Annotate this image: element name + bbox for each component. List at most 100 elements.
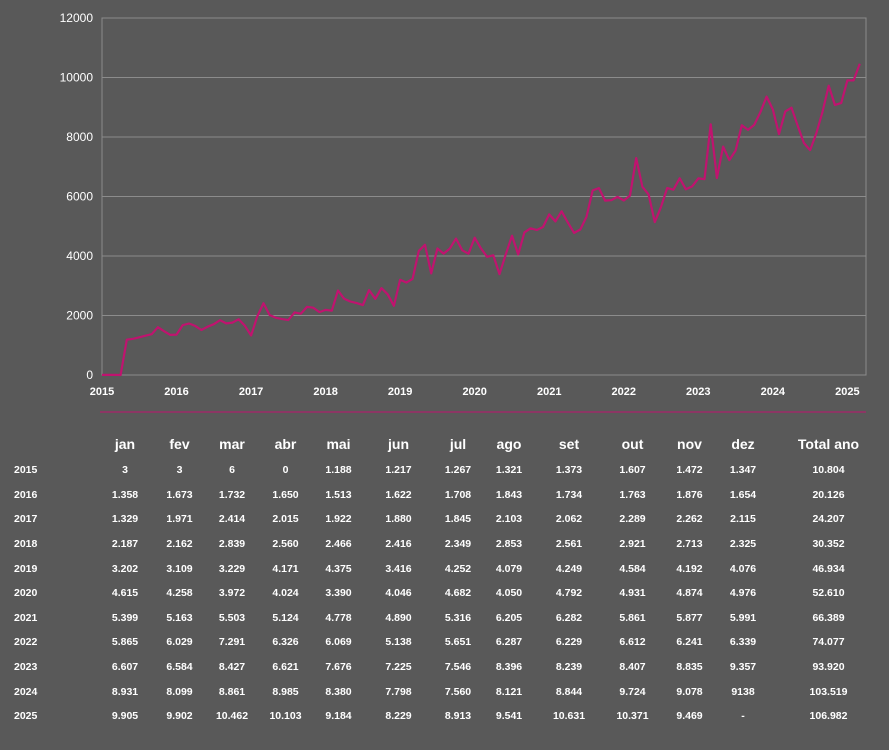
table-cell: 2.560 <box>272 538 299 551</box>
table-cell: 7.291 <box>218 636 246 649</box>
row-year-cell: 2025 <box>14 710 38 723</box>
table-body: 2015 3 3 6 0 1.188 1.217 1.267 1.321 1.373 1.607 1.… <box>0 458 889 729</box>
table-cell: 1.876 <box>676 488 703 501</box>
table-cell: 2.289 <box>619 513 646 526</box>
table-cell: 3.416 <box>385 562 412 575</box>
y-tick-label: 2000 <box>66 309 93 323</box>
table-cell: 1.358 <box>111 488 139 501</box>
table-row: 2016 1.358 1.673 1.732 1.650 1.513 1.622 1.708 1… <box>0 483 889 508</box>
table-cell: 3.229 <box>218 562 246 575</box>
table-cell: 4.252 <box>444 562 472 575</box>
table-cell: 4.079 <box>495 562 523 575</box>
table-cell: 9.541 <box>495 710 523 723</box>
table-cell: 7.798 <box>385 685 412 698</box>
x-tick-label: 2021 <box>537 386 561 398</box>
table-row: 2024 8.931 8.099 8.861 8.985 8.380 7.798 7.560 8… <box>0 679 889 704</box>
table-row: 2022 5.865 6.029 7.291 6.326 6.069 5.138 5.651 6… <box>0 630 889 655</box>
table-cell: 6.282 <box>555 611 583 624</box>
y-tick-label: 8000 <box>66 130 93 144</box>
table-cell: 6.241 <box>676 636 703 649</box>
table-cell: 2.713 <box>676 538 703 551</box>
table-cell: 8.229 <box>385 710 412 723</box>
row-year-cell: 2020 <box>14 587 38 600</box>
table-header-row: jan fev mar abr mai jun jul ago set out nov dez Tota… <box>0 430 889 458</box>
row-total-cell: 46.934 <box>812 562 845 575</box>
header-cell-empty <box>0 430 96 458</box>
row-total-cell: 74.077 <box>812 636 845 649</box>
table-cell: 6.326 <box>272 636 299 649</box>
table-cell: 8.861 <box>218 685 246 698</box>
header-cell: ago <box>496 436 522 452</box>
header-cell: fev <box>169 436 190 452</box>
row-year-cell: 2018 <box>14 538 38 551</box>
table-cell: 9.902 <box>166 710 193 723</box>
table-cell: 6.584 <box>166 661 193 674</box>
table-cell: 4.584 <box>619 562 646 575</box>
data-table: jan fev mar abr mai jun jul ago set out nov dez Tota… <box>0 430 889 729</box>
table-cell: 4.024 <box>272 587 299 600</box>
table-cell: 2.839 <box>218 538 246 551</box>
table-row: 2015 3 3 6 0 1.188 1.217 1.267 1.321 1.373 1.607 1.… <box>0 458 889 483</box>
table-cell: 2.162 <box>166 538 193 551</box>
table-cell: 1.472 <box>676 464 703 477</box>
header-cell: jul <box>449 436 467 452</box>
table-cell: 6.621 <box>272 661 299 674</box>
row-year-cell: 2015 <box>14 464 38 477</box>
table-cell: 4.615 <box>111 587 139 600</box>
table-cell: 5.865 <box>111 636 139 649</box>
table-cell: 2.103 <box>495 513 523 526</box>
table-cell: 9.357 <box>729 661 757 674</box>
table-cell: 5.651 <box>444 636 472 649</box>
table-cell: 4.375 <box>325 562 352 575</box>
table-cell: 5.124 <box>272 611 299 624</box>
table-cell: 2.187 <box>111 538 139 551</box>
header-cell: Total ano <box>797 436 860 452</box>
row-total-cell: 30.352 <box>812 538 845 551</box>
table-cell: 1.650 <box>272 488 299 501</box>
table-cell: 6.339 <box>729 636 757 649</box>
table-cell: 1.843 <box>495 488 523 501</box>
table-cell: 2.262 <box>676 513 703 526</box>
table-cell: 6.607 <box>111 661 139 674</box>
table-cell: 1.513 <box>325 488 352 501</box>
table-cell: 1.708 <box>444 488 472 501</box>
table-row: 2025 9.905 9.902 10.462 10.103 9.184 8.229 8.91… <box>0 704 889 729</box>
table-cell: 6.069 <box>325 636 352 649</box>
x-tick-label: 2023 <box>686 386 710 398</box>
table-cell: 5.399 <box>111 611 139 624</box>
table-cell: 10.462 <box>215 710 249 723</box>
table-cell: 6.029 <box>166 636 193 649</box>
table-cell: 1.607 <box>619 464 646 477</box>
table-cell: 1.763 <box>619 488 646 501</box>
table-cell: 2.853 <box>495 538 523 551</box>
table-cell: 9.905 <box>111 710 139 723</box>
table-cell: 1.622 <box>385 488 412 501</box>
table-cell: 8.396 <box>495 661 523 674</box>
header-cell: mar <box>219 436 245 452</box>
table-cell: 7.676 <box>325 661 352 674</box>
header-cell: nov <box>677 436 702 452</box>
table-cell: 4.258 <box>166 587 193 600</box>
y-tick-label: 4000 <box>66 249 93 263</box>
table-cell: 8.985 <box>272 685 299 698</box>
table-cell: 1.732 <box>218 488 246 501</box>
table-cell: 3.109 <box>166 562 193 575</box>
table-cell: 8.380 <box>325 685 352 698</box>
table-cell: 10.631 <box>552 710 586 723</box>
table-cell: 3 <box>122 464 128 477</box>
x-tick-label: 2022 <box>612 386 636 398</box>
header-cell: out <box>621 436 644 452</box>
table-cell: 6.205 <box>495 611 523 624</box>
table-cell: 1.734 <box>555 488 583 501</box>
table-cell: 9.724 <box>619 685 646 698</box>
table-cell: 1.373 <box>555 464 583 477</box>
table-cell: 4.792 <box>555 587 583 600</box>
table-cell: 8.835 <box>676 661 703 674</box>
table-cell: 3.390 <box>325 587 352 600</box>
table-cell: 5.316 <box>444 611 472 624</box>
table-cell: 7.546 <box>444 661 472 674</box>
table-cell: 4.076 <box>729 562 757 575</box>
table-cell: 8.427 <box>218 661 246 674</box>
table-cell: 1.971 <box>166 513 193 526</box>
row-year-cell: 2021 <box>14 611 38 624</box>
